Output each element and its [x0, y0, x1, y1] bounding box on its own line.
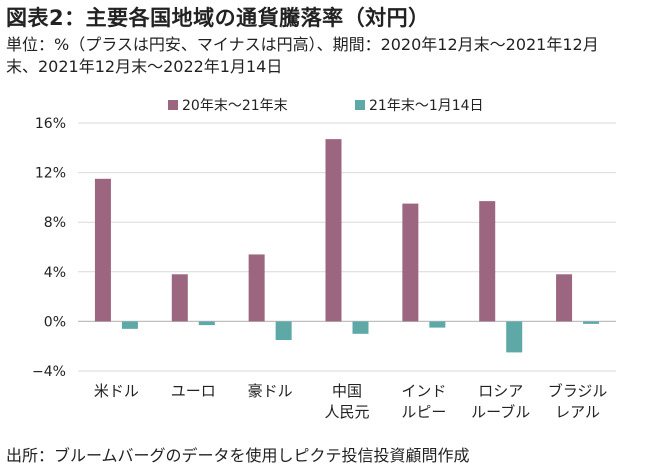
x-category-label: ルピー	[401, 403, 446, 421]
chart-source: 出所：ブルームバーグのデータを使用しピクテ投信投資顧問作成	[6, 446, 470, 465]
bar-series-1	[94, 178, 111, 322]
legend-label: 21年末～1月14日	[369, 98, 484, 114]
y-tick-label: 8%	[44, 215, 66, 231]
bar-series-1	[325, 139, 342, 322]
legend-label: 20年末～21年末	[182, 98, 288, 114]
x-category-label: ユーロ	[171, 382, 216, 400]
chart-title: 図表2：主要各国地域の通貨騰落率（対円）	[6, 6, 430, 30]
bar-series-1	[402, 203, 419, 322]
x-category-label: レアル	[555, 403, 600, 421]
x-category-label: インド	[401, 382, 446, 400]
bar-series-1	[479, 201, 496, 322]
bar-series-2	[352, 321, 369, 334]
bar-series-2	[198, 321, 215, 326]
x-category-label: ロシア	[478, 382, 523, 400]
bar-series-2	[275, 321, 292, 340]
x-category-label: 中国	[332, 382, 362, 400]
bar-series-1	[171, 274, 188, 322]
x-category-label: 豪ドル	[248, 382, 293, 400]
bar-series-1	[556, 274, 573, 322]
x-category-label: ブラジル	[548, 382, 608, 400]
y-tick-label: 16%	[35, 116, 66, 132]
bar-series-1	[248, 254, 265, 322]
x-category-label: 米ドル	[94, 382, 139, 400]
bar-series-2	[583, 321, 600, 324]
bar-series-2	[121, 321, 138, 329]
bar-series-2	[429, 321, 446, 328]
y-tick-label: 4%	[44, 265, 66, 281]
legend-swatch	[168, 100, 178, 110]
legend-swatch	[355, 100, 365, 110]
y-tick-label: 12%	[35, 166, 66, 182]
x-category-label: 人民元	[324, 403, 369, 421]
x-category-label: ルーブル	[471, 403, 530, 421]
bar-series-2	[506, 321, 523, 353]
y-tick-label: −4%	[32, 364, 66, 380]
y-tick-label: 0%	[44, 314, 66, 330]
chart-subtitle: 単位：%（プラスは円安、マイナスは円高）、期間：2020年12月末～2021年1…	[6, 35, 599, 76]
